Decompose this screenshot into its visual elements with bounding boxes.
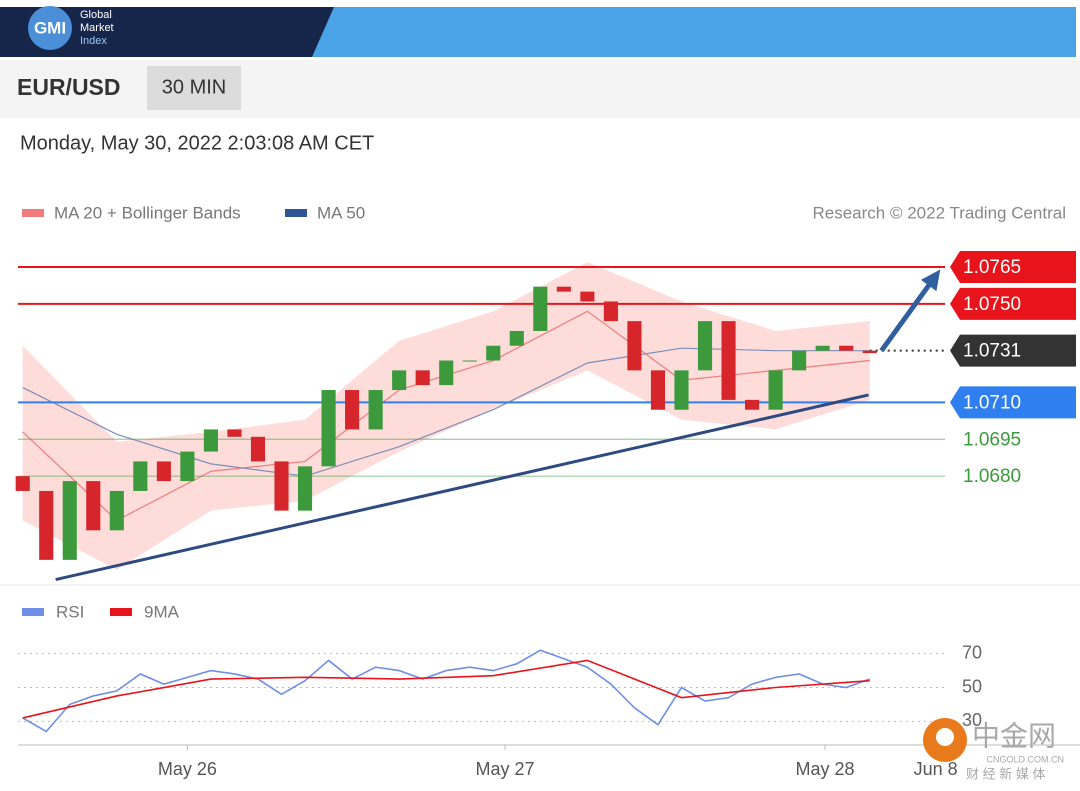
candle (768, 370, 783, 410)
candle (227, 429, 242, 437)
brand-line: Index (80, 35, 107, 47)
legend-label: MA 50 (317, 203, 365, 222)
symbol: EUR/USD (17, 74, 121, 100)
candle (368, 390, 383, 430)
candle (627, 321, 642, 371)
candle (462, 360, 477, 362)
watermark-tagline: 财 经 新 媒 体 (966, 766, 1045, 781)
y-tick-label: 50 (962, 676, 982, 696)
watermark: 中金网 CNGOLD.COM.CN 财 经 新 媒 体 (923, 718, 1064, 781)
plot: 1.0765 1.0750 1.0731 1.0710 1.0695 1.0680 MA 2… (15, 203, 1076, 779)
candle (862, 350, 877, 354)
candle (39, 490, 54, 560)
candle (274, 461, 289, 511)
candle (533, 286, 548, 331)
candle (509, 330, 524, 346)
legend-swatch (22, 209, 44, 217)
x-tick-label: Jun 8 (914, 759, 958, 779)
watermark-site: CNGOLD.COM.CN (986, 754, 1064, 764)
interval: 30 MIN (162, 76, 226, 98)
candle (156, 461, 171, 482)
candle (297, 466, 313, 511)
candle (697, 321, 713, 371)
candle (203, 429, 218, 452)
candle (721, 321, 736, 400)
candle (133, 461, 148, 491)
level-label: 1.0750 (963, 294, 1021, 315)
level-box (950, 250, 1076, 283)
bollinger-band (22, 262, 870, 570)
watermark-name: 中金网 (972, 720, 1056, 751)
timestamp: Monday, May 30, 2022 2:03:08 AM CET (20, 132, 374, 154)
candle (650, 370, 666, 410)
x-tick-label: May 28 (795, 759, 854, 779)
interval-button[interactable] (147, 66, 241, 110)
y-tick-label: 70 (962, 642, 982, 662)
source: Research © 2022 Trading Central (813, 203, 1067, 222)
candle (415, 370, 430, 386)
rsi-line (22, 659, 870, 719)
candle (815, 345, 830, 351)
candle (109, 490, 124, 531)
forecast-arrow-head (920, 269, 941, 292)
level-label: 1.0680 (963, 466, 1021, 487)
level-label: 1.0731 (963, 341, 1021, 362)
logo-text: GMI (34, 18, 66, 37)
candle (486, 345, 501, 361)
legend-swatch (110, 608, 132, 616)
candle (603, 301, 618, 322)
logo-circle (28, 6, 72, 50)
candle (839, 345, 854, 351)
candle (180, 451, 195, 482)
candle (345, 390, 360, 430)
candle (321, 390, 336, 467)
level-label: 1.0695 (963, 429, 1021, 450)
trendline (55, 393, 869, 582)
y-tick-label: 30 (962, 710, 982, 730)
level-box (950, 334, 1076, 367)
candle (250, 436, 266, 462)
level-box (950, 386, 1076, 419)
candle (745, 399, 760, 410)
rsi-line (22, 649, 870, 733)
x-tick-label: May 26 (158, 759, 217, 779)
level-label: 1.0765 (963, 257, 1021, 278)
candle (439, 360, 454, 386)
level-box (950, 287, 1076, 320)
brand-line: Global (80, 9, 112, 21)
legend-swatch (285, 209, 307, 217)
candle (86, 481, 101, 531)
brand-line: Market (80, 22, 114, 34)
legend-label: MA 20 + Bollinger Bands (54, 203, 241, 222)
candle (15, 476, 30, 491)
candle (556, 286, 571, 292)
candle (674, 370, 689, 410)
watermark-icon (936, 728, 954, 746)
candle (580, 291, 595, 302)
legend-swatch (22, 608, 44, 616)
level-label: 1.0710 (963, 392, 1021, 413)
candle (62, 481, 77, 560)
x-tick-label: May 27 (476, 759, 535, 779)
legend-label: 9MA (144, 602, 180, 621)
forecast-arrow (879, 279, 935, 353)
candle (792, 350, 807, 371)
candle (392, 370, 407, 391)
header-brand-panel (0, 7, 334, 57)
legend-label: RSI (56, 602, 84, 621)
